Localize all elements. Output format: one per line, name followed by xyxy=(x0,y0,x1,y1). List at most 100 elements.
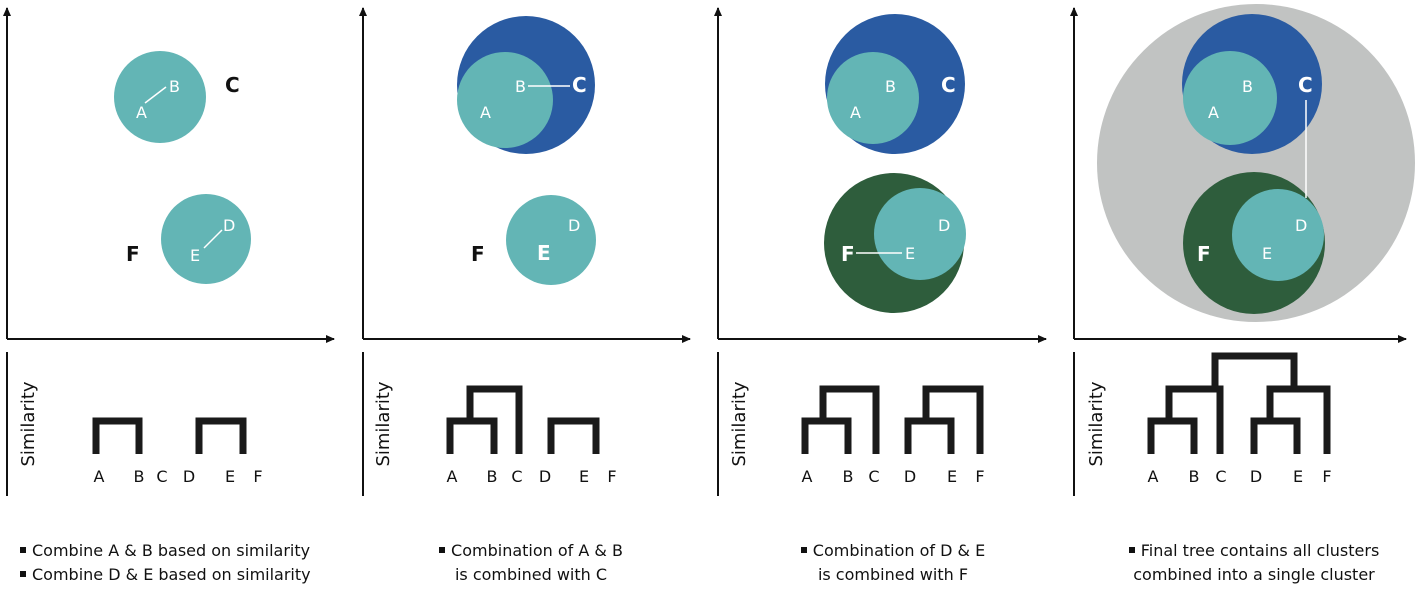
cluster-de xyxy=(506,195,596,285)
leaf-label-f: F xyxy=(253,467,262,486)
point-label-c: C xyxy=(225,73,240,97)
point-label-f: F xyxy=(841,242,855,266)
bullet-icon xyxy=(20,570,26,577)
merge-ab xyxy=(92,417,143,454)
point-label-c: C xyxy=(572,73,587,97)
leaf-label-e: E xyxy=(225,467,235,486)
merge-abc xyxy=(466,385,523,454)
cluster-de xyxy=(1232,189,1324,281)
point-label-d: D xyxy=(938,216,950,235)
leaf-label-c: C xyxy=(511,467,522,486)
merge-de xyxy=(1250,417,1301,454)
leaf-label-b: B xyxy=(134,467,145,486)
leaf-label-c: C xyxy=(868,467,879,486)
leaf-label-f: F xyxy=(607,467,616,486)
leaf-label-a: A xyxy=(447,467,458,486)
caption-line: Final tree contains all clusters xyxy=(1104,539,1404,563)
point-label-c: C xyxy=(941,73,956,97)
caption-panel-4: Final tree contains all clusters combine… xyxy=(1104,539,1404,587)
caption-line: is combined with C xyxy=(454,565,608,584)
merge-ab xyxy=(446,417,498,454)
panel-4: A B C F E D Similarity A B C D E F xyxy=(1070,4,1415,496)
cluster-all xyxy=(1097,4,1415,322)
merge-abc xyxy=(819,385,880,454)
point-label-b: B xyxy=(169,77,180,96)
leaf-label-b: B xyxy=(487,467,498,486)
panel-3: A B C F E D Similarity A B C D E F xyxy=(714,7,1047,496)
point-label-a: A xyxy=(480,103,491,122)
cluster-ab xyxy=(114,51,206,143)
point-label-d: D xyxy=(1295,216,1307,235)
caption-panel-2: Combination of A & B is combined with C xyxy=(416,539,646,587)
panel-2: A B C E D F Similarity A B C D E F xyxy=(359,7,691,496)
axis-label-similarity: Similarity xyxy=(1086,381,1107,466)
axis-label-similarity: Similarity xyxy=(373,381,394,466)
point-label-a: A xyxy=(136,103,147,122)
leaf-label-c: C xyxy=(156,467,167,486)
merge-all xyxy=(1211,352,1298,389)
point-label-e: E xyxy=(1262,244,1272,263)
leaf-label-b: B xyxy=(1189,467,1200,486)
bullet-icon xyxy=(20,546,26,553)
cluster-de xyxy=(874,188,966,280)
caption-panel-1: Combine A & B based on similarity Combin… xyxy=(20,539,311,587)
leaf-label-a: A xyxy=(1148,467,1159,486)
link-a-b xyxy=(144,86,167,104)
merge-def xyxy=(1266,385,1331,454)
caption-line: combined into a single cluster xyxy=(1133,565,1375,584)
caption-panel-3: Combination of D & E is combined with F xyxy=(778,539,1008,587)
leaf-label-b: B xyxy=(843,467,854,486)
merge-de xyxy=(547,417,600,454)
axis-label-similarity: Similarity xyxy=(729,381,750,466)
point-label-d: D xyxy=(223,216,235,235)
leaf-label-d: D xyxy=(904,467,916,486)
point-label-f: F xyxy=(471,242,485,266)
cluster-de xyxy=(161,194,251,284)
point-label-e: E xyxy=(190,246,200,265)
leaf-label-e: E xyxy=(947,467,957,486)
merge-de xyxy=(195,417,247,454)
point-label-c: C xyxy=(1298,73,1313,97)
bullet-icon xyxy=(1128,546,1135,553)
point-label-b: B xyxy=(1242,77,1253,96)
leaf-label-f: F xyxy=(1322,467,1331,486)
caption-line: Combine A & B based on similarity xyxy=(20,539,311,563)
point-label-a: A xyxy=(850,103,861,122)
scatter-axes xyxy=(2,7,335,343)
scatter-axes xyxy=(359,7,691,343)
caption-line: Combination of A & B xyxy=(416,539,646,563)
link-e-d xyxy=(203,229,223,249)
leaf-label-d: D xyxy=(183,467,195,486)
scatter-axes xyxy=(714,7,1047,343)
leaf-label-d: D xyxy=(539,467,551,486)
merge-ab xyxy=(1147,417,1198,454)
caption-line: Combination of D & E xyxy=(778,539,1008,563)
merge-def xyxy=(922,385,984,454)
cluster-ab xyxy=(827,52,919,144)
point-label-b: B xyxy=(885,77,896,96)
caption-line: is combined with F xyxy=(817,565,969,584)
dendrogram xyxy=(1147,352,1331,454)
dendrogram xyxy=(801,385,984,454)
bullet-icon xyxy=(439,546,446,553)
caption-line: Combine D & E based on similarity xyxy=(20,563,311,587)
dendrogram xyxy=(446,385,600,454)
point-label-d: D xyxy=(568,216,580,235)
scatter-axes xyxy=(1070,7,1407,343)
dendrogram xyxy=(92,417,247,454)
axis-label-similarity: Similarity xyxy=(18,381,39,466)
merge-abc xyxy=(1165,385,1224,454)
point-label-f: F xyxy=(1197,242,1211,266)
bullet-icon xyxy=(800,546,807,553)
panel-1: A B C E D F Similarity A B C D E F xyxy=(2,7,335,496)
leaf-label-a: A xyxy=(94,467,105,486)
merge-de xyxy=(904,417,955,454)
point-label-f: F xyxy=(126,242,140,266)
leaf-label-c: C xyxy=(1215,467,1226,486)
cluster-ab xyxy=(1183,51,1277,145)
leaf-label-d: D xyxy=(1250,467,1262,486)
point-label-e: E xyxy=(537,241,551,265)
leaf-label-a: A xyxy=(802,467,813,486)
leaf-label-e: E xyxy=(1293,467,1303,486)
